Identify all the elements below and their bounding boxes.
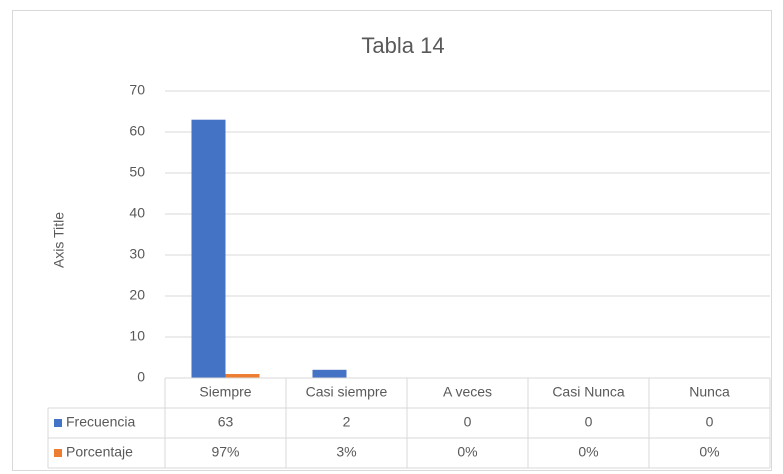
y-tick-label: 40 — [129, 205, 145, 221]
table-value: 3% — [336, 444, 356, 460]
bar — [191, 119, 226, 378]
table-value: 0% — [699, 444, 719, 460]
x-tick-label: Casi Nunca — [552, 384, 625, 400]
x-tick-label: Nunca — [689, 384, 730, 400]
table-value: 2 — [343, 414, 351, 430]
table-value: 0 — [706, 414, 714, 430]
y-tick-label: 10 — [129, 328, 145, 344]
y-tick-label: 30 — [129, 246, 145, 262]
table-value: 0 — [585, 414, 593, 430]
legend-swatch — [54, 419, 62, 427]
table-value: 0% — [457, 444, 477, 460]
table-value: 63 — [218, 414, 234, 430]
x-tick-label: Siempre — [199, 384, 251, 400]
chart-area — [12, 10, 772, 471]
y-tick-label: 60 — [129, 123, 145, 139]
bar — [225, 374, 260, 378]
y-tick-label: 70 — [129, 82, 145, 98]
x-tick-label: Casi siempre — [306, 384, 388, 400]
bar — [312, 369, 347, 378]
y-axis-title: Axis Title — [51, 212, 67, 268]
chart-title: Tabla 14 — [361, 33, 444, 58]
y-tick-label: 0 — [137, 369, 145, 385]
legend-label: Frecuencia — [66, 414, 135, 430]
table-value: 0% — [578, 444, 598, 460]
y-tick-label: 20 — [129, 287, 145, 303]
table-value: 97% — [211, 444, 239, 460]
table-value: 0 — [464, 414, 472, 430]
x-tick-label: A veces — [443, 384, 492, 400]
y-tick-label: 50 — [129, 164, 145, 180]
legend-label: Porcentaje — [66, 444, 133, 460]
legend-swatch — [54, 449, 62, 457]
